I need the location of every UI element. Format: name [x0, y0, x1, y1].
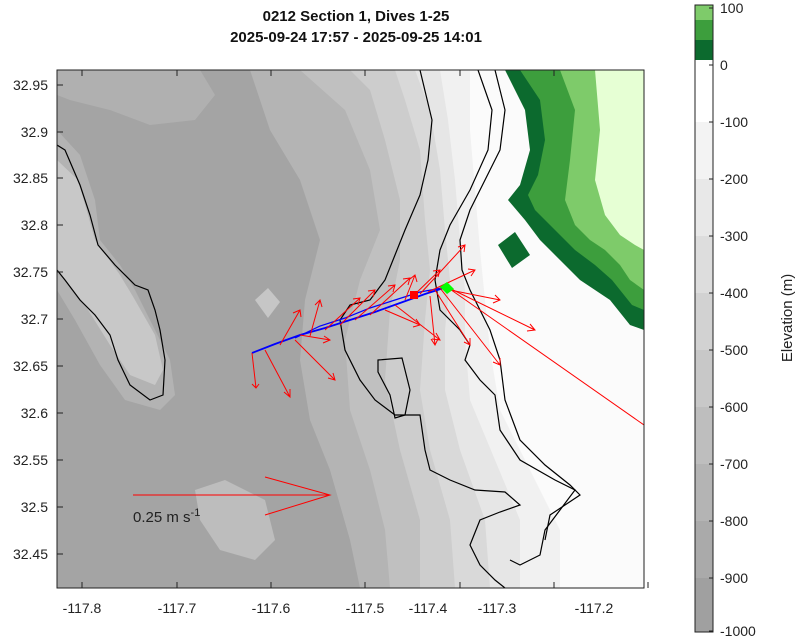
current-vector: [369, 277, 411, 316]
current-vector: [439, 287, 501, 366]
y-tick-label: 32.6: [21, 405, 48, 421]
ridge-west-inner: [57, 160, 163, 385]
current-vector: [251, 352, 260, 389]
y-tick-label: 32.45: [13, 546, 48, 562]
colorbar-tick: 0: [720, 57, 728, 73]
current-vector: [434, 289, 471, 346]
y-tick-label: 32.65: [13, 358, 48, 374]
current-vector: [419, 244, 466, 295]
y-tick-label: 32.85: [13, 170, 48, 186]
current-vector: [264, 349, 291, 399]
colorbar-tick: -500: [720, 342, 748, 358]
glider-track-return: [294, 286, 448, 339]
current-vector: [354, 284, 396, 321]
colorbar-tick: -400: [720, 285, 748, 301]
y-tick-label: 32.8: [21, 217, 48, 233]
shelf-nw: [57, 70, 215, 125]
y-tick-label: 32.9: [21, 124, 48, 140]
start-marker: [410, 291, 418, 299]
current-vector: [429, 295, 439, 346]
end-marker: [440, 282, 454, 294]
colorbar-tick: -900: [720, 570, 748, 586]
land-lightest: [595, 70, 644, 250]
colorbar-tick: 100: [720, 0, 744, 16]
current-vector: [279, 309, 302, 346]
figure-subtitle: 2025-09-24 17:57 - 2025-09-25 14:01: [230, 29, 482, 46]
x-tick-label: -117.6: [252, 600, 291, 616]
island: [498, 232, 530, 268]
map-panel: 0.25 m s-1: [57, 70, 644, 588]
y-tick-label: 32.75: [13, 264, 48, 280]
depth-contours: [57, 70, 581, 588]
contour-inner-loop: [377, 357, 411, 419]
x-tick-label: -117.5: [346, 600, 385, 616]
y-tick-label: 32.55: [13, 452, 48, 468]
current-vector: [324, 297, 361, 331]
y-axis: 32.95 32.9 32.85 32.8 32.75 32.7 32.65 3…: [13, 77, 63, 562]
southern-seamount: [195, 480, 275, 560]
current-vector: [427, 268, 476, 293]
x-tick-label: -117.4: [409, 600, 448, 616]
current-vector: [299, 334, 332, 344]
x-tick-label: -117.3: [478, 600, 517, 616]
colorbar-tick: -200: [720, 171, 748, 187]
colorbar-tick: -800: [720, 513, 748, 529]
x-tick-label: -117.8: [63, 600, 102, 616]
colorbar-tick: -300: [720, 228, 748, 244]
current-vector: [339, 289, 376, 326]
colorbar-tick: -1000: [720, 623, 756, 639]
contour-shelf-edge-1: [339, 70, 522, 588]
seamount: [255, 288, 280, 318]
current-vector: [309, 299, 323, 337]
colorbar-tick: -100: [720, 114, 748, 130]
figure-title: 0212 Section 1, Dives 1-25: [263, 8, 450, 25]
contour-shelf-edge-3: [459, 70, 581, 541]
current-vector: [294, 339, 336, 381]
contour-shelf-edge-2: [434, 70, 576, 566]
contour-west-ridge: [57, 144, 166, 401]
x-axis: -117.8 -117.7 -117.6 -117.5 -117.4 -117.…: [63, 70, 649, 616]
current-vectors: [251, 244, 644, 426]
current-vector: [446, 286, 536, 332]
colorbar-tick: -700: [720, 456, 748, 472]
y-tick-label: 32.5: [21, 499, 48, 515]
scale-label: 0.25 m s-1: [133, 507, 200, 526]
map-axes-frame: [56, 69, 645, 589]
x-tick-label: -117.7: [158, 600, 197, 616]
x-tick-label: -117.2: [575, 600, 614, 616]
y-tick-label: 32.7: [21, 311, 48, 327]
current-vector: [446, 286, 644, 426]
current-vector: [449, 289, 501, 304]
current-vector: [404, 274, 418, 301]
colorbar: 100 0 -100 -200 -300 -400 -500 -600 -700…: [694, 0, 796, 639]
scale-arrow: [133, 476, 332, 516]
y-tick-label: 32.95: [13, 77, 48, 93]
colorbar-tick: -600: [720, 399, 748, 415]
colorbar-label: Elevation (m): [779, 274, 796, 362]
